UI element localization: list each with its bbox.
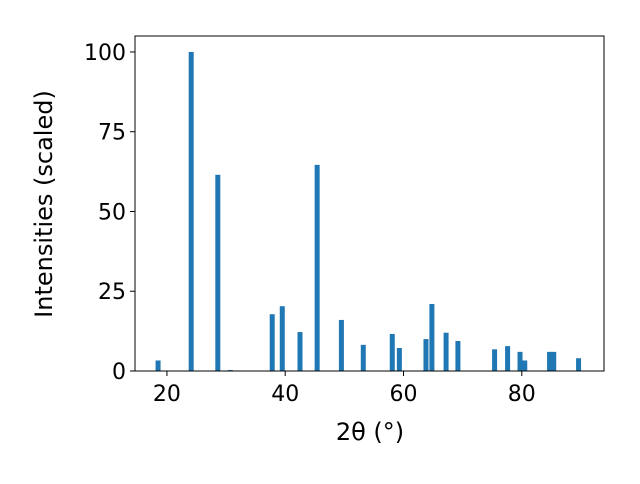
y-tick-label: 100 xyxy=(84,41,126,66)
x-tick-label: 20 xyxy=(153,382,181,407)
bar xyxy=(389,333,395,371)
x-tick-label: 60 xyxy=(390,382,418,407)
bar xyxy=(492,349,498,371)
y-axis-label: Intensities (scaled) xyxy=(30,90,58,318)
bar xyxy=(279,306,285,371)
bar xyxy=(314,164,320,371)
bar xyxy=(522,360,528,371)
x-tick-label: 40 xyxy=(271,382,299,407)
y-tick-label: 0 xyxy=(112,360,126,385)
y-tick-label: 75 xyxy=(98,121,126,146)
bar xyxy=(443,332,449,371)
x-axis-label: 2θ (°) xyxy=(336,418,404,446)
bar xyxy=(423,339,429,371)
y-tick-label: 50 xyxy=(98,200,126,225)
bar xyxy=(455,341,461,371)
plot-frame xyxy=(134,35,605,372)
x-tick-label: 80 xyxy=(508,382,536,407)
y-tick-label: 25 xyxy=(98,280,126,305)
bar xyxy=(188,51,194,371)
bar xyxy=(505,346,511,371)
bar xyxy=(429,304,435,371)
bar xyxy=(360,344,366,371)
bar xyxy=(269,314,275,371)
bar xyxy=(517,351,523,371)
bar xyxy=(297,332,303,371)
bar xyxy=(155,360,161,371)
bar xyxy=(576,358,582,371)
bar xyxy=(547,351,553,371)
bar xyxy=(215,174,221,371)
bar xyxy=(396,348,402,371)
bar xyxy=(551,351,557,371)
bar xyxy=(338,319,344,371)
